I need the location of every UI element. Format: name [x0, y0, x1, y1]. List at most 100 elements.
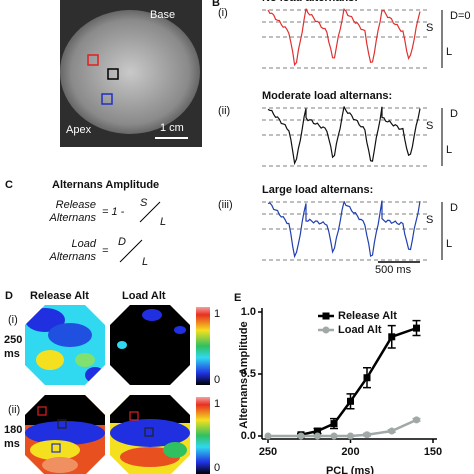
x-tick-label: 200: [341, 446, 359, 458]
pcl: 250: [4, 334, 22, 346]
pcl: 180: [4, 424, 22, 436]
legend-label: Release Alt: [338, 310, 397, 322]
roi-blue: [101, 93, 113, 105]
column-title: Release Alt: [30, 290, 89, 302]
y-tick-label: 1.0: [241, 306, 256, 318]
l-label: L: [446, 46, 452, 58]
roi: [129, 411, 139, 421]
d-label: D: [450, 202, 458, 214]
row-title: No load alternans:: [262, 0, 358, 4]
release-name: Release: [56, 199, 96, 211]
series-line: [268, 418, 418, 438]
map: [110, 395, 190, 474]
row-label: (ii): [218, 105, 230, 117]
pcl-unit: ms: [4, 438, 20, 450]
x-tick-label: 150: [424, 446, 442, 458]
marker: [314, 427, 321, 435]
y-tick-label: 0.5: [241, 368, 256, 380]
series-line: [300, 326, 417, 436]
d-label: D: [450, 108, 458, 120]
equation: = 1 -: [102, 206, 125, 218]
denominator: L: [142, 256, 148, 268]
marker: [388, 427, 396, 435]
row-title: Moderate load alternans:: [262, 90, 392, 102]
colorbar: [196, 397, 210, 474]
s-label: S: [426, 214, 433, 226]
marker: [347, 432, 354, 440]
roi: [51, 443, 61, 453]
legend-marker: [322, 326, 330, 334]
legend-marker: [322, 312, 330, 320]
roi: [144, 427, 154, 437]
panel-d: D Release Alt Load Alt (i) 250 ms (ii) 1…: [4, 290, 220, 474]
marker: [388, 333, 396, 341]
base-label: Base: [150, 9, 175, 21]
colorbar-max: 1: [214, 398, 220, 410]
trace: [267, 200, 421, 259]
row-title: Large load alternans:: [262, 184, 373, 196]
fraction-slash: [139, 201, 161, 223]
roi: [37, 406, 47, 416]
trace: [267, 8, 421, 67]
colorbar: [196, 307, 210, 385]
panel-letter: E: [234, 292, 241, 304]
release-name: Alternans: [49, 212, 97, 224]
roi-red: [87, 54, 99, 66]
title: Alternans Amplitude: [52, 179, 159, 191]
marker: [330, 420, 338, 428]
marker: [363, 431, 371, 439]
pcl-unit: ms: [4, 348, 20, 360]
marker: [413, 324, 420, 332]
fraction-slash: [119, 239, 143, 263]
panel-e: E Alternans Amplitude PCL (ms) 0.0 0.5 1.0…: [234, 292, 442, 474]
panel-letter: C: [5, 179, 13, 191]
map: [25, 395, 105, 474]
roi: [57, 419, 67, 429]
y-tick-label: 0.0: [241, 430, 256, 442]
marker: [347, 397, 354, 405]
row-label: (ii): [8, 404, 20, 416]
l-label: L: [446, 144, 452, 156]
load-name: Alternans: [49, 251, 97, 263]
heart: [60, 10, 200, 134]
row-label: (i): [8, 314, 18, 326]
panel-a: Base Apex 1 cm: [60, 0, 202, 147]
marker: [314, 432, 321, 440]
numerator: S: [140, 197, 148, 209]
roi-black: [107, 68, 119, 80]
d-label: D=0: [450, 10, 471, 22]
marker: [297, 432, 305, 440]
marker: [264, 432, 272, 440]
colorbar-min: 0: [214, 462, 220, 474]
trace: [267, 106, 421, 166]
colorbar-max: 1: [214, 308, 220, 320]
x-tick-label: 250: [259, 446, 277, 458]
l-label: L: [446, 238, 452, 250]
marker: [413, 416, 420, 424]
panel-b: B 500 ms (i) No load alternans: D=0 S L (ii) M…: [212, 0, 471, 276]
colorbar-min: 0: [214, 374, 220, 386]
marker: [330, 432, 338, 440]
load-name: Load: [72, 238, 97, 250]
apex-label: Apex: [66, 124, 92, 136]
denominator: L: [160, 216, 166, 228]
x-axis-label: PCL (ms): [326, 465, 374, 474]
column-title: Load Alt: [122, 290, 166, 302]
numerator: D: [118, 236, 126, 248]
row-label: (iii): [218, 199, 233, 211]
panel-letter: D: [5, 290, 13, 302]
marker: [363, 374, 371, 382]
time-scale: 500 ms: [375, 264, 412, 276]
y-axis-label: Alternans Amplitude: [238, 321, 250, 428]
equation: =: [102, 245, 109, 257]
s-label: S: [426, 22, 433, 34]
panel-c: C Alternans Amplitude Release Alternans …: [5, 179, 166, 268]
map: [110, 305, 190, 385]
map: [25, 305, 105, 385]
panel-letter: B: [212, 0, 220, 9]
legend-label: Load Alt: [338, 324, 382, 336]
row-label: (i): [218, 7, 228, 19]
scale-label: 1 cm: [160, 122, 184, 134]
s-label: S: [426, 120, 433, 132]
